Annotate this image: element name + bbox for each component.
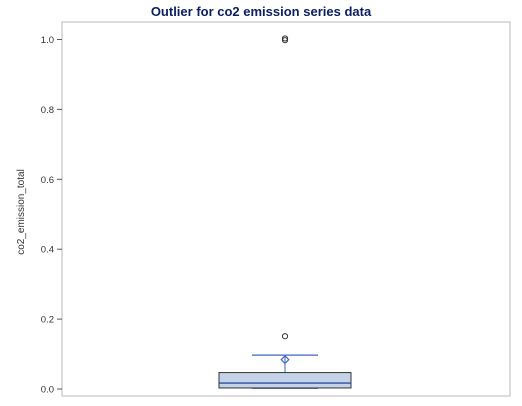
y-tick-label: 0.2 <box>41 315 54 326</box>
y-tick-label: 0.0 <box>41 385 54 396</box>
mean-marker <box>280 355 290 365</box>
y-tick-label: 0.4 <box>41 245 54 256</box>
y-tick-label: 0.8 <box>41 105 54 116</box>
y-tick-label: 1.0 <box>41 35 54 46</box>
box-group <box>218 35 352 389</box>
outlier-point <box>281 333 289 340</box>
plot-frame <box>61 21 511 397</box>
chart-title: Outlier for co2 emission series data <box>150 4 372 19</box>
y-tick-label: 0.6 <box>41 175 54 186</box>
y-axis-label: co2_emission_total <box>16 169 27 255</box>
y-axis: 0.0 0.2 0.4 0.6 0.8 1.0 <box>41 35 62 396</box>
outlier-point <box>281 35 289 42</box>
outlier-point <box>281 37 289 44</box>
box-iqr <box>218 372 352 389</box>
